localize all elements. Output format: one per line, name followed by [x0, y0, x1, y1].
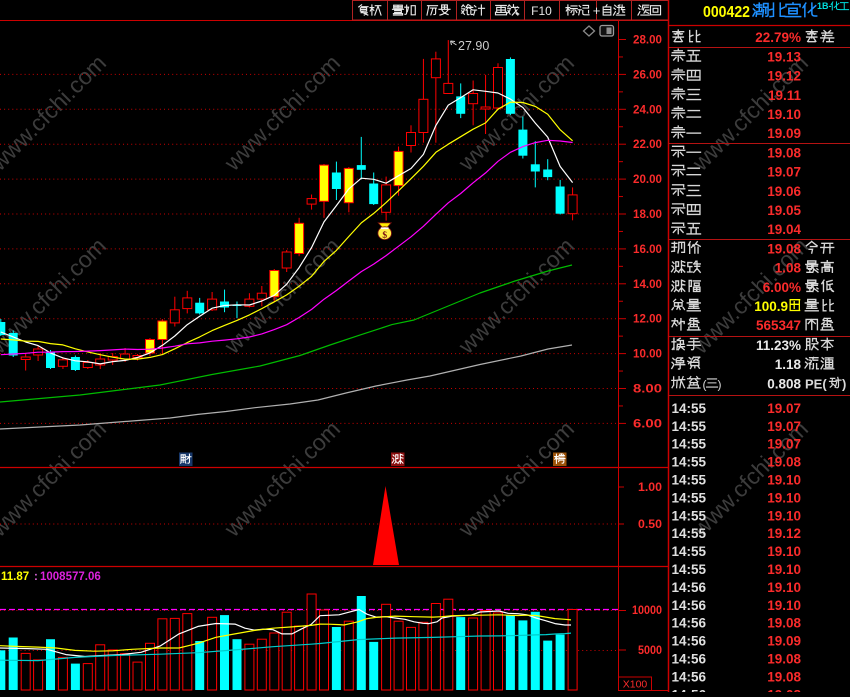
svg-text:22.79%: 22.79%	[755, 30, 801, 45]
svg-text:1.00: 1.00	[638, 482, 662, 494]
svg-text:19.10: 19.10	[767, 508, 801, 523]
svg-text:19.12: 19.12	[767, 69, 801, 84]
svg-text:24.00: 24.00	[633, 104, 662, 116]
svg-text:565347: 565347	[756, 318, 801, 333]
svg-text:19.07: 19.07	[767, 419, 801, 434]
svg-text:19.04: 19.04	[767, 222, 801, 237]
svg-text:8.00: 8.00	[633, 384, 662, 396]
svg-text:26.00: 26.00	[633, 69, 662, 81]
svg-text:14:56: 14:56	[672, 598, 707, 613]
svg-text:19.10: 19.10	[767, 598, 801, 613]
svg-text:PE(: PE(	[805, 376, 827, 391]
svg-text:22.00: 22.00	[633, 139, 662, 151]
svg-text::: :	[34, 571, 38, 583]
svg-text:20.00: 20.00	[633, 174, 662, 186]
svg-text:19.12: 19.12	[767, 526, 801, 541]
svg-text:12.00: 12.00	[633, 314, 662, 326]
svg-text:19.10: 19.10	[767, 562, 801, 577]
svg-text:14:55: 14:55	[672, 562, 707, 577]
svg-text:1.18: 1.18	[775, 357, 802, 372]
svg-text:0.808: 0.808	[767, 376, 801, 391]
svg-text:19.09: 19.09	[767, 634, 801, 649]
svg-text:(: (	[703, 377, 707, 391]
svg-text:): )	[842, 376, 846, 391]
svg-text:10.00: 10.00	[633, 349, 662, 361]
svg-text:14:56: 14:56	[672, 616, 707, 631]
svg-text:14:56: 14:56	[672, 687, 707, 692]
svg-text:14:55: 14:55	[672, 419, 707, 434]
svg-text:14:56: 14:56	[672, 669, 707, 684]
svg-text:14:55: 14:55	[672, 526, 707, 541]
svg-text:14:55: 14:55	[672, 401, 707, 416]
svg-text:10000: 10000	[632, 605, 662, 617]
svg-text:11.87: 11.87	[1, 571, 29, 583]
svg-text:19.07: 19.07	[767, 437, 801, 452]
svg-text:19.05: 19.05	[767, 203, 801, 218]
svg-text:14:56: 14:56	[672, 652, 707, 667]
svg-text:19.13: 19.13	[767, 49, 801, 64]
svg-text:X100: X100	[623, 679, 648, 691]
svg-text:F10: F10	[531, 4, 552, 18]
svg-text:19.10: 19.10	[767, 544, 801, 559]
svg-text:19.10: 19.10	[767, 490, 801, 505]
svg-text:19.09: 19.09	[767, 126, 801, 141]
svg-text:19.07: 19.07	[767, 165, 801, 180]
svg-text:14:55: 14:55	[672, 437, 707, 452]
svg-text:14:55: 14:55	[672, 508, 707, 523]
svg-text:1.08: 1.08	[775, 261, 802, 276]
svg-text:6.00: 6.00	[633, 418, 662, 430]
svg-text:28.00: 28.00	[633, 35, 662, 47]
svg-text:19.08: 19.08	[767, 145, 801, 160]
svg-text:11.23%: 11.23%	[756, 338, 801, 353]
svg-text:19.10: 19.10	[767, 580, 801, 595]
svg-text:19.06: 19.06	[767, 184, 801, 199]
svg-text:1008577.06: 1008577.06	[40, 571, 101, 583]
svg-text:000422: 000422	[703, 4, 750, 21]
svg-text:14:56: 14:56	[672, 634, 707, 649]
svg-text:14:55: 14:55	[672, 544, 707, 559]
svg-text:14:56: 14:56	[672, 580, 707, 595]
svg-text:19.08: 19.08	[767, 616, 801, 631]
svg-text:19.08: 19.08	[767, 669, 801, 684]
svg-text:6.00%: 6.00%	[763, 280, 801, 295]
svg-text:19.08: 19.08	[767, 241, 801, 256]
svg-text:0.50: 0.50	[638, 519, 662, 531]
svg-text:1B-: 1B-	[817, 1, 832, 11]
svg-text:5000: 5000	[638, 645, 662, 657]
svg-text:27.90: 27.90	[458, 39, 489, 53]
svg-text:19.08: 19.08	[767, 455, 801, 470]
svg-text:100.9: 100.9	[754, 299, 788, 314]
svg-text:19.10: 19.10	[767, 473, 801, 488]
svg-text:14.00: 14.00	[633, 279, 662, 291]
svg-text:19.10: 19.10	[767, 107, 801, 122]
svg-text:19.08: 19.08	[767, 652, 801, 667]
svg-text:19.07: 19.07	[767, 401, 801, 416]
svg-text:14:55: 14:55	[672, 455, 707, 470]
svg-text:19.11: 19.11	[768, 88, 802, 103]
svg-text:16.00: 16.00	[633, 244, 662, 256]
svg-text:14:55: 14:55	[672, 473, 707, 488]
svg-text:+: +	[593, 3, 601, 18]
svg-text:18.00: 18.00	[633, 209, 662, 221]
svg-text:14:55: 14:55	[672, 490, 707, 505]
svg-text:$: $	[382, 230, 387, 241]
svg-text:): )	[718, 377, 722, 391]
svg-text:19.08: 19.08	[767, 687, 801, 692]
